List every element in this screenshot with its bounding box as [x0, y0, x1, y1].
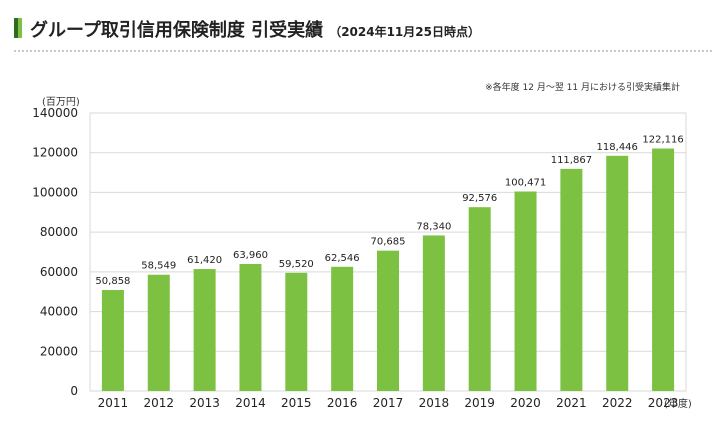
bar-2011	[101, 290, 124, 391]
data-label: 100,471	[505, 177, 546, 188]
data-label: 111,867	[551, 155, 592, 166]
page-header: グループ取引信用保険制度 引受実績 （2024年11月25日時点）	[14, 10, 714, 46]
bar-2020	[514, 191, 537, 391]
y-tick-label: 140000	[32, 106, 78, 120]
x-tick-label: 2020	[510, 396, 541, 410]
bar-2018	[422, 235, 445, 391]
bar-series	[101, 148, 675, 391]
bar-chart: 50,858 58,549 61,420 63,960 59,520 62,546 70,6…	[32, 81, 692, 410]
y-unit-label: (百万円)	[42, 96, 80, 108]
x-tick-label: 2011	[98, 396, 129, 410]
x-tick-label: 2016	[327, 396, 358, 410]
x-unit-label: (年度)	[664, 397, 692, 410]
data-label: 122,116	[642, 135, 683, 146]
x-tick-label: 2015	[281, 396, 312, 410]
x-tick-label: 2021	[556, 396, 587, 410]
x-tick-label: 2022	[602, 396, 633, 410]
x-tick-label: 2019	[464, 396, 495, 410]
y-tick-label: 60000	[40, 265, 78, 279]
data-label: 58,549	[141, 261, 176, 272]
y-tick-label: 80000	[40, 225, 78, 239]
y-tick-label: 100000	[32, 185, 78, 199]
bar-2023	[652, 148, 675, 391]
x-tick-label: 2014	[235, 396, 266, 410]
bar-2019	[468, 207, 491, 391]
data-label: 59,520	[279, 259, 314, 270]
bar-2013	[193, 269, 216, 391]
data-label: 50,858	[95, 276, 130, 287]
gridlines	[90, 152, 686, 352]
bar-2017	[377, 250, 399, 391]
title-date-note: （2024年11月25日時点）	[329, 25, 480, 39]
data-labels: 50,858 58,549 61,420 63,960 59,520 62,546 70,6…	[95, 135, 683, 287]
y-tick-label: 120000	[32, 146, 78, 160]
x-tick-label: 2017	[373, 396, 404, 410]
header-divider	[14, 50, 712, 52]
y-axis-ticks: 0 20000 40000 60000 80000 100000 120000 140000	[32, 106, 78, 398]
x-tick-label: 2012	[143, 396, 174, 410]
bar-2015	[285, 272, 308, 391]
bar-2022	[606, 155, 629, 391]
data-label: 63,960	[233, 250, 268, 261]
x-tick-label: 2018	[419, 396, 450, 410]
chart-area: 50,858 58,549 61,420 63,960 59,520 62,546 70,6…	[0, 60, 727, 436]
y-tick-label: 40000	[40, 305, 78, 319]
data-label: 62,546	[325, 253, 360, 264]
data-label: 78,340	[416, 221, 451, 232]
y-tick-label: 20000	[40, 344, 78, 358]
y-tick-label: 0	[70, 384, 78, 398]
bar-2014	[239, 263, 262, 391]
data-label: 70,685	[371, 237, 406, 248]
chart-note: ※各年度 12 月～翌 11 月における引受実績集計	[485, 81, 680, 93]
data-label: 61,420	[187, 255, 222, 266]
bar-2012	[147, 274, 170, 391]
x-tick-label: 2013	[189, 396, 220, 410]
x-axis-ticks: 2011 2012 2013 2014 2015 2016 2017 2018 2019 2020…	[98, 396, 679, 410]
bar-2021	[560, 168, 583, 391]
data-label: 92,576	[462, 193, 497, 204]
title-text: グループ取引信用保険制度 引受実績	[30, 20, 324, 41]
bar-2016	[331, 266, 354, 391]
title-marker-icon	[14, 18, 22, 38]
data-label: 118,446	[597, 142, 638, 153]
page-title: グループ取引信用保険制度 引受実績 （2024年11月25日時点）	[30, 16, 480, 42]
x-tick-label: 2023	[648, 396, 679, 410]
